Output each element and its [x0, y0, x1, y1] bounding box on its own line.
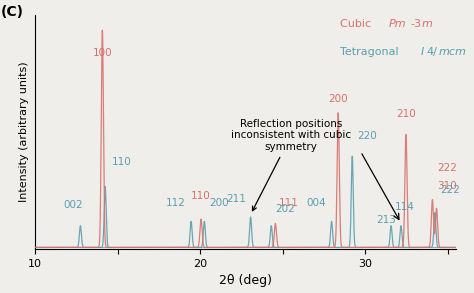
- Text: (C): (C): [1, 5, 24, 19]
- Text: 200: 200: [210, 198, 229, 208]
- Text: Pm: Pm: [389, 19, 407, 29]
- Text: Tetragonal: Tetragonal: [340, 47, 402, 57]
- Text: -3: -3: [410, 19, 421, 29]
- Text: 110: 110: [191, 191, 211, 201]
- Text: 202: 202: [275, 205, 295, 214]
- Text: 114: 114: [395, 202, 415, 212]
- Text: Cubic: Cubic: [340, 19, 375, 29]
- Text: 211: 211: [226, 194, 246, 204]
- Text: mcm: mcm: [438, 47, 466, 57]
- Text: 220: 220: [357, 131, 377, 141]
- Text: 112: 112: [165, 198, 185, 208]
- Text: 222: 222: [440, 185, 460, 195]
- Text: 110: 110: [112, 157, 132, 167]
- Text: 310: 310: [438, 180, 457, 190]
- Text: 111: 111: [279, 198, 299, 208]
- X-axis label: 2θ (deg): 2θ (deg): [219, 275, 272, 287]
- Text: 213: 213: [376, 215, 396, 225]
- Text: 004: 004: [306, 198, 326, 208]
- Y-axis label: Intensity (arbitrary units): Intensity (arbitrary units): [19, 62, 29, 202]
- Text: 002: 002: [63, 200, 83, 210]
- Text: 4/: 4/: [427, 47, 438, 57]
- Text: m: m: [421, 19, 432, 29]
- Text: I: I: [420, 47, 424, 57]
- Text: 210: 210: [396, 109, 416, 119]
- Text: Reflection positions
inconsistent with cubic
symmetry: Reflection positions inconsistent with c…: [231, 119, 351, 211]
- Text: 100: 100: [92, 48, 112, 58]
- Text: 222: 222: [438, 163, 457, 173]
- Text: 200: 200: [328, 94, 348, 104]
